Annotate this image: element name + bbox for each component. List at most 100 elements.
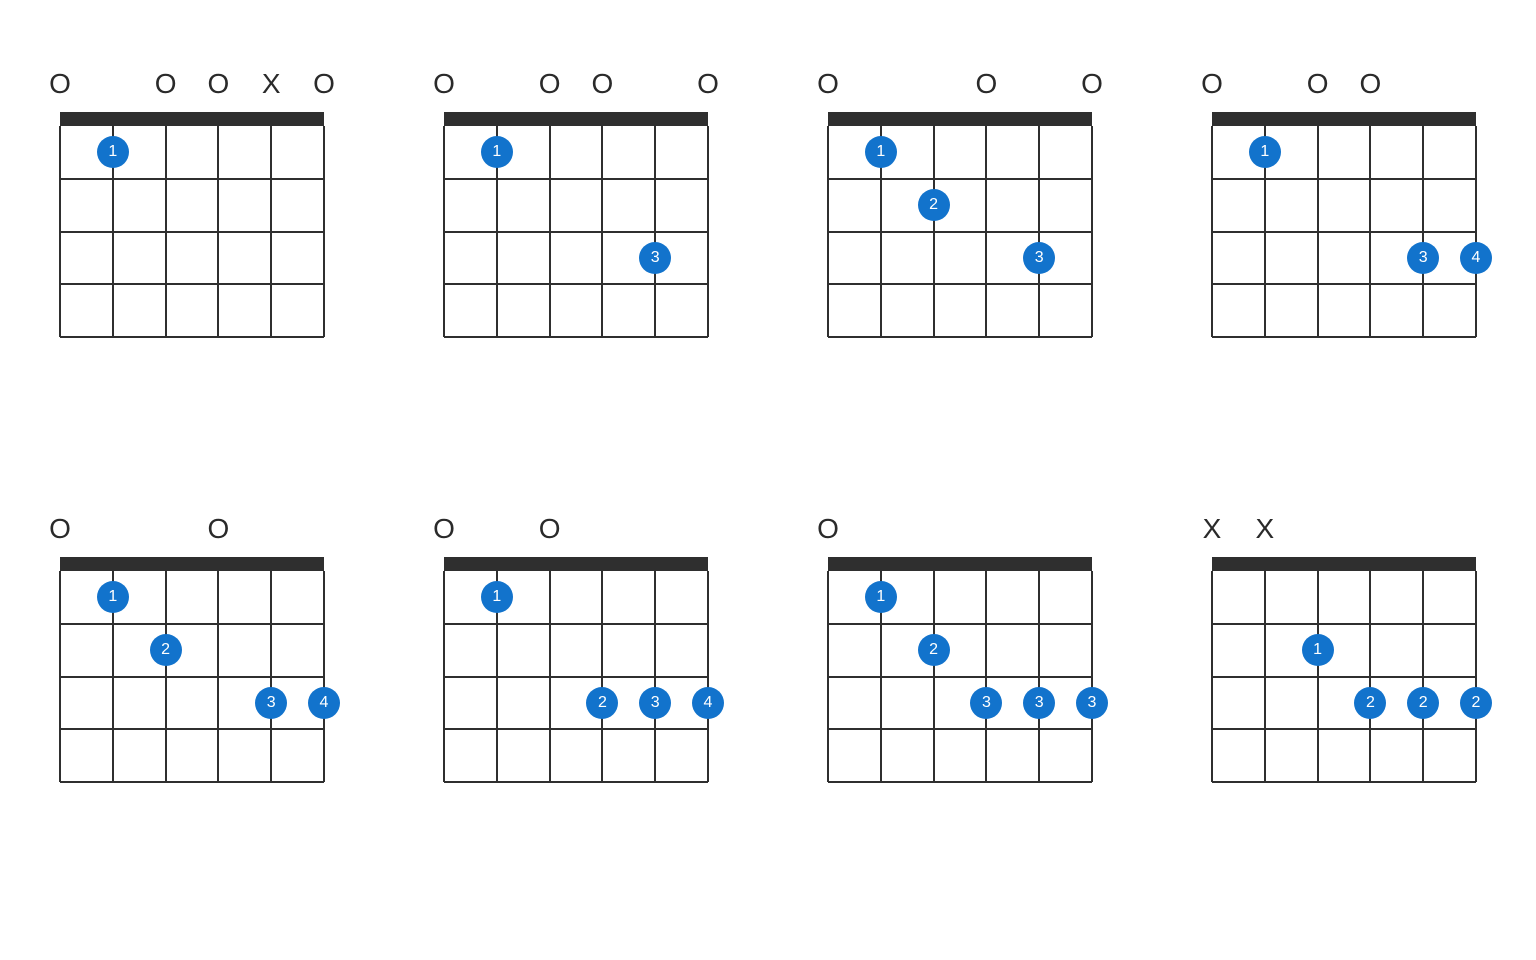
open-marker: O [208, 70, 230, 98]
finger-dot: 2 [1354, 687, 1386, 719]
open-marker: O [817, 515, 839, 543]
open-mute-row: OOOO [444, 70, 708, 104]
fret-line [444, 676, 708, 678]
finger-dot: 2 [150, 634, 182, 666]
chord-diagram: O 12333 [828, 515, 1092, 850]
finger-dot: 1 [97, 136, 129, 168]
fret-line [1212, 231, 1476, 233]
finger-dot: 1 [1249, 136, 1281, 168]
fret-line [60, 336, 324, 338]
fret-line [828, 676, 1092, 678]
chord-diagram: OO1234 [444, 515, 708, 850]
mute-marker: X [262, 70, 281, 98]
open-marker: O [1307, 70, 1329, 98]
finger-dot: 1 [865, 136, 897, 168]
open-marker: O [539, 70, 561, 98]
fretboard: 1234 [444, 557, 708, 782]
fret-grid: 1 [60, 126, 324, 337]
fret-line [60, 231, 324, 233]
open-marker: O [539, 515, 561, 543]
open-marker: O [1201, 70, 1223, 98]
finger-dot: 3 [1023, 242, 1055, 274]
nut [1212, 557, 1476, 571]
chord-diagram: OO1234 [60, 515, 324, 850]
finger-dot: 3 [1023, 687, 1055, 719]
nut [444, 112, 708, 126]
nut [60, 557, 324, 571]
fret-line [828, 623, 1092, 625]
finger-dot: 1 [481, 581, 513, 613]
open-mute-row: XX [1212, 515, 1476, 549]
fret-line [828, 336, 1092, 338]
fret-line [1212, 676, 1476, 678]
mute-marker: X [1255, 515, 1274, 543]
finger-dot: 3 [1076, 687, 1108, 719]
finger-dot: 3 [255, 687, 287, 719]
fret-line [60, 283, 324, 285]
fret-grid: 13 [444, 126, 708, 337]
fret-line [444, 781, 708, 783]
fret-line [444, 231, 708, 233]
finger-dot: 1 [1302, 634, 1334, 666]
fret-line [828, 178, 1092, 180]
fret-line [444, 336, 708, 338]
fret-line [828, 728, 1092, 730]
fret-line [444, 178, 708, 180]
fret-line [1212, 178, 1476, 180]
open-marker: O [817, 70, 839, 98]
mute-marker: X [1203, 515, 1222, 543]
chord-diagram: OOO 12 3 [828, 70, 1092, 405]
finger-dot: 4 [308, 687, 340, 719]
finger-dot: 3 [970, 687, 1002, 719]
finger-dot: 4 [1460, 242, 1492, 274]
chord-diagram: OOO134 [1212, 70, 1476, 405]
open-mute-row: O [828, 515, 1092, 549]
open-marker: O [49, 515, 71, 543]
finger-dot: 1 [97, 581, 129, 613]
chord-diagram-grid: OOOXO1OOOO13OOO123OOO134OO1234OO1234O123… [0, 0, 1536, 960]
finger-dot: 2 [918, 634, 950, 666]
fretboard: 1 [60, 112, 324, 337]
open-marker: O [208, 515, 230, 543]
fretboard: 1222 [1212, 557, 1476, 782]
fret-line [60, 728, 324, 730]
open-mute-row: OO [60, 515, 324, 549]
nut [60, 112, 324, 126]
open-marker: O [433, 70, 455, 98]
open-marker: O [155, 70, 177, 98]
fret-line [444, 283, 708, 285]
fret-line [1212, 728, 1476, 730]
finger-dot: 1 [481, 136, 513, 168]
fret-line [60, 623, 324, 625]
fret-line [60, 781, 324, 783]
finger-dot: 1 [865, 581, 897, 613]
fret-line [444, 728, 708, 730]
open-marker: O [697, 70, 719, 98]
open-mute-row: OOO [828, 70, 1092, 104]
fret-line [1212, 623, 1476, 625]
fretboard: 134 [1212, 112, 1476, 337]
fret-line [828, 231, 1092, 233]
nut [1212, 112, 1476, 126]
open-marker: O [313, 70, 335, 98]
finger-dot: 2 [586, 687, 618, 719]
finger-dot: 3 [639, 242, 671, 274]
open-mute-row: OOO [1212, 70, 1476, 104]
finger-dot: 2 [918, 189, 950, 221]
fret-grid: 1234 [444, 571, 708, 782]
chord-diagram: OOOXO1 [60, 70, 324, 405]
open-marker: O [1360, 70, 1382, 98]
fret-line [828, 283, 1092, 285]
chord-diagram: XX 1222 [1212, 515, 1476, 850]
fretboard: 12333 [828, 557, 1092, 782]
fretboard: 1234 [60, 557, 324, 782]
fret-line [60, 178, 324, 180]
fret-grid: 12333 [828, 571, 1092, 782]
finger-dot: 3 [1407, 242, 1439, 274]
fret-grid: 134 [1212, 126, 1476, 337]
fret-grid: 1222 [1212, 571, 1476, 782]
fret-line [1212, 781, 1476, 783]
open-marker: O [49, 70, 71, 98]
fret-line [1212, 283, 1476, 285]
open-marker: O [976, 70, 998, 98]
